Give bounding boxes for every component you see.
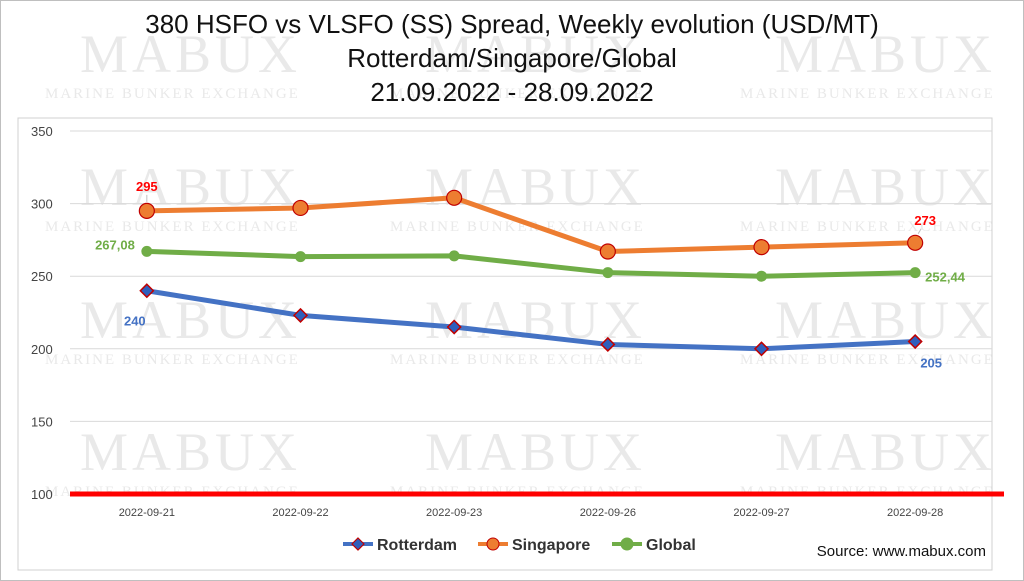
watermark-tagline: MARINE BUNKER EXCHANGE — [390, 219, 645, 235]
source-note: Source: www.mabux.com — [817, 543, 986, 560]
series-global — [141, 245, 921, 282]
chart-title-line-2: Rotterdam/Singapore/Global — [347, 43, 677, 73]
series-line-singapore — [144, 195, 918, 255]
data-point — [292, 307, 309, 323]
watermark-brand: MABUX — [775, 157, 996, 217]
watermark-brand: MABUX — [425, 24, 646, 84]
y-tick-label: 150 — [31, 414, 53, 429]
data-point — [756, 270, 767, 282]
watermark-tagline: MARINE BUNKER EXCHANGE — [390, 86, 645, 102]
watermark-tagline: MARINE BUNKER EXCHANGE — [390, 352, 645, 368]
gridlines — [70, 130, 1004, 497]
x-tick-label: 2022-09-21 — [119, 507, 175, 519]
watermark-tagline: MARINE BUNKER EXCHANGE — [45, 86, 300, 102]
watermark-tagline: MARINE BUNKER EXCHANGE — [740, 219, 995, 235]
legend-item-rotterdam: Rotterdam — [343, 537, 457, 554]
data-label: 205 — [920, 356, 942, 371]
watermark-brand: MABUX — [425, 290, 646, 350]
watermark-brand: MABUX — [80, 24, 301, 84]
legend-label: Global — [646, 537, 696, 554]
data-point — [599, 243, 616, 260]
y-tick-label: 350 — [31, 124, 53, 139]
data-label-leader — [917, 228, 922, 235]
x-tick-label: 2022-09-27 — [733, 507, 789, 519]
legend-marker — [620, 537, 634, 551]
chart-area-border — [17, 117, 993, 571]
data-labels: 295 273 267,08 252,44 240 205 — [95, 179, 966, 371]
legend-marker — [486, 537, 500, 551]
watermark-brand: MABUX — [425, 157, 646, 217]
y-tick-label: 200 — [31, 342, 53, 357]
watermark-brand: MABUX — [80, 290, 301, 350]
data-label: 273 — [914, 213, 936, 228]
series-rotterdam — [139, 283, 923, 357]
data-point — [138, 202, 155, 219]
data-point — [292, 199, 309, 217]
data-point — [446, 319, 462, 335]
data-label: 267,08 — [95, 237, 135, 252]
data-point — [907, 333, 923, 350]
data-label: 295 — [136, 179, 158, 194]
legend: Rotterdam Singapore Global — [343, 537, 696, 554]
data-point — [141, 245, 153, 257]
legend-label: Rotterdam — [377, 537, 457, 554]
x-tick-label: 2022-09-28 — [887, 507, 943, 519]
data-point — [448, 250, 460, 262]
data-point — [909, 267, 921, 279]
watermark-brand: MABUX — [775, 422, 996, 482]
x-tick-label: 2022-09-23 — [426, 507, 482, 519]
watermark-tagline: MARINE BUNKER EXCHANGE — [45, 352, 300, 368]
series-singapore — [138, 189, 924, 260]
data-point — [753, 341, 770, 357]
x-tick-label: 2022-09-26 — [580, 507, 636, 519]
y-tick-label: 100 — [31, 487, 53, 502]
watermark-tagline: MARINE BUNKER EXCHANGE — [740, 352, 995, 368]
data-label: 252,44 — [925, 270, 966, 285]
series-layer — [138, 189, 924, 357]
legend-item-singapore: Singapore — [478, 537, 590, 554]
series-line-global — [144, 248, 918, 279]
data-label: 240 — [124, 314, 146, 329]
y-axis: 100 150 200 250 300 350 — [31, 124, 53, 502]
legend-marker — [351, 537, 365, 551]
watermark-tagline: MARINE BUNKER EXCHANGE — [45, 219, 300, 235]
legend-label: Singapore — [512, 537, 590, 554]
series-line-rotterdam — [144, 288, 918, 352]
data-point — [295, 251, 306, 263]
data-point — [139, 283, 155, 299]
watermark-brand: MABUX — [425, 422, 646, 482]
watermark-tagline: MARINE BUNKER EXCHANGE — [740, 86, 995, 102]
x-axis: 2022-09-21 2022-09-22 2022-09-23 2022-09-26… — [119, 507, 944, 519]
x-tick-label: 2022-09-22 — [272, 507, 328, 519]
watermark-brand: MABUX — [80, 422, 301, 482]
watermark-brand: MABUX — [775, 24, 996, 84]
data-point — [602, 267, 614, 279]
data-point — [446, 189, 463, 206]
data-point — [753, 239, 770, 256]
y-tick-label: 300 — [31, 197, 53, 212]
legend-item-global: Global — [612, 537, 696, 554]
y-tick-label: 250 — [31, 269, 53, 284]
data-point — [600, 336, 616, 353]
watermark-brand: MABUX — [775, 290, 996, 350]
chart-title-line-1: 380 HSFO vs VLSFO (SS) Spread, Weekly ev… — [145, 9, 879, 39]
data-point — [907, 234, 924, 251]
chart-title-line-3: 21.09.2022 - 28.09.2022 — [370, 77, 653, 107]
